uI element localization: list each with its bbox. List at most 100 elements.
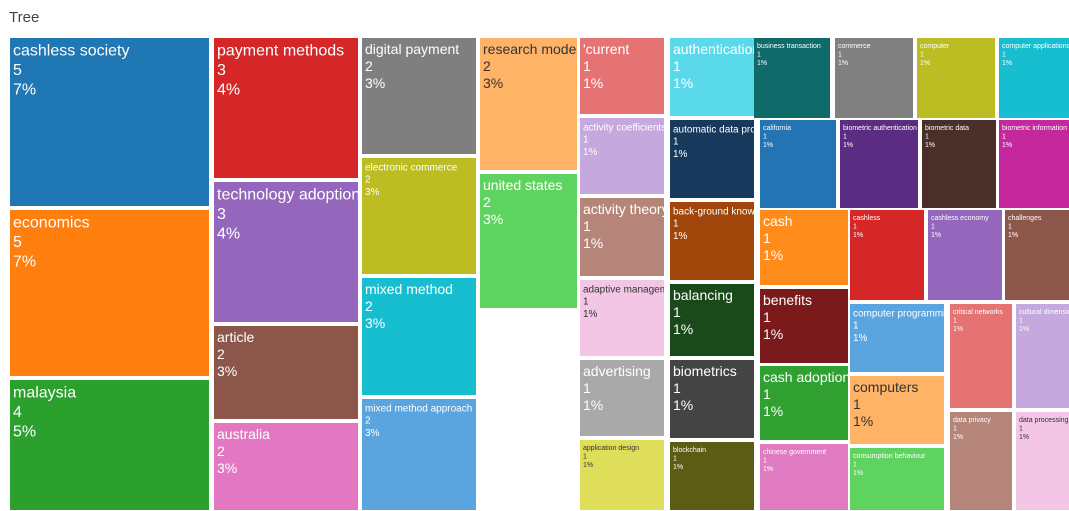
- treemap-tile-value: 2: [365, 298, 373, 314]
- treemap-tile-percent: 1%: [673, 75, 693, 91]
- treemap-tile-label: critical networks: [953, 309, 1003, 316]
- chart-title: Tree: [9, 9, 40, 26]
- treemap-tile-value: 2: [365, 58, 373, 74]
- treemap-tile-value: 1: [763, 386, 771, 402]
- treemap-tile-percent: 1%: [583, 397, 603, 413]
- treemap-tile-value: 1: [953, 317, 957, 324]
- treemap-tile-value: 1: [853, 396, 861, 412]
- treemap-tile-rect: [580, 38, 664, 114]
- treemap-tile-value: 3: [217, 206, 226, 223]
- treemap-tile-value: 1: [583, 58, 591, 74]
- treemap-tile-value: 2: [217, 443, 225, 459]
- treemap-tile-label: digital payment: [365, 41, 459, 57]
- treemap-tile-label: business transaction: [757, 43, 821, 50]
- treemap-tile-rect: [670, 284, 754, 356]
- treemap-tile-value: 1: [673, 58, 681, 74]
- treemap-tile-label: computer: [920, 43, 950, 50]
- treemap-tile-value: 1: [583, 218, 591, 234]
- treemap-tile-percent: 1%: [843, 142, 853, 149]
- treemap-tile-label: benefits: [763, 292, 812, 308]
- treemap-tile-label: advertising: [583, 363, 651, 379]
- treemap-tile-rect: [214, 326, 358, 419]
- treemap-tile-rect: [760, 120, 836, 208]
- treemap-tile-percent: 3%: [483, 75, 503, 91]
- treemap-tile-label: computer programming: [853, 309, 956, 320]
- treemap-tile-label: computer applications: [1002, 43, 1069, 50]
- treemap-tile-percent: 1%: [763, 403, 783, 419]
- treemap-tile-label: challenges: [1008, 215, 1042, 222]
- treemap-tile-rect: [760, 366, 848, 440]
- treemap-tile-percent: 1%: [763, 142, 773, 149]
- treemap-tile-percent: 1%: [853, 333, 868, 344]
- treemap-tile-rect: [362, 399, 476, 510]
- treemap-tile-rect: [362, 38, 476, 154]
- treemap-tile-label: commerce: [838, 43, 871, 50]
- treemap-tile-rect: [580, 440, 664, 510]
- treemap-tile-value: 1: [1019, 317, 1023, 324]
- treemap-tile-label: cash: [763, 213, 793, 229]
- treemap-tile-rect: [835, 38, 913, 118]
- treemap-tile-label: economics: [13, 215, 89, 232]
- treemap-tile-value: 1: [763, 133, 767, 140]
- treemap-tile-label: technology adoption: [217, 187, 360, 204]
- treemap-tile-label: 'current: [583, 41, 629, 57]
- treemap-tile-label: automatic data processing: [673, 125, 790, 136]
- treemap-tile-percent: 1%: [1008, 232, 1018, 239]
- treemap-tile-label: adaptive management: [583, 285, 682, 296]
- treemap-tile-value: 2: [483, 194, 491, 210]
- treemap-tile-percent: 1%: [853, 413, 873, 429]
- treemap-tile-rect: [999, 38, 1069, 118]
- treemap-tile-label: cashless: [853, 215, 881, 222]
- treemap-tile-percent: 1%: [1002, 60, 1012, 67]
- treemap-tile-rect: [999, 120, 1069, 208]
- treemap-tile-percent: 1%: [925, 142, 935, 149]
- treemap-tile-percent: 1%: [583, 235, 603, 251]
- treemap-tile-value: 1: [1008, 223, 1012, 230]
- treemap-tile-value: 1: [843, 133, 847, 140]
- treemap-tile-rect: [850, 376, 944, 444]
- treemap-tile: economics 5 7%: [10, 210, 209, 376]
- treemap-tile-percent: 1%: [1002, 142, 1012, 149]
- treemap-tile-label: cashless economy: [931, 215, 989, 222]
- treemap-tile-value: 1: [763, 230, 771, 246]
- treemap-tile-percent: 1%: [931, 232, 941, 239]
- treemap-tile-value: 1: [673, 304, 681, 320]
- treemap-tile-percent: 3%: [483, 211, 503, 227]
- treemap-tile-label: article: [217, 329, 255, 345]
- treemap-tile-value: 1: [925, 133, 929, 140]
- treemap-tile-percent: 4%: [217, 226, 240, 243]
- treemap-tile-rect: [480, 38, 577, 170]
- treemap-tile-percent: 1%: [763, 326, 783, 342]
- treemap-tile-value: 2: [365, 175, 371, 186]
- treemap-tile-value: 1: [763, 457, 767, 464]
- treemap-tile-label: mixed method: [365, 281, 453, 297]
- treemap-tile: cashless society 5 7%: [10, 38, 209, 206]
- treemap-tile-label: united states: [483, 177, 562, 193]
- treemap-tile-rect: [580, 280, 664, 356]
- treemap-tile-value: 1: [1002, 133, 1006, 140]
- treemap-tile-rect: [850, 304, 944, 372]
- treemap-tile-rect: [928, 210, 1002, 300]
- treemap-tile-percent: 5%: [13, 424, 36, 441]
- treemap-tile-label: biometric information: [1002, 125, 1067, 132]
- treemap-tile-value: 1: [853, 223, 857, 230]
- treemap-tile-percent: 3%: [365, 187, 380, 198]
- treemap-tile-label: electronic commerce: [365, 163, 458, 174]
- treemap-tile-percent: 4%: [217, 82, 240, 99]
- treemap-tile-label: cashless society: [13, 43, 130, 60]
